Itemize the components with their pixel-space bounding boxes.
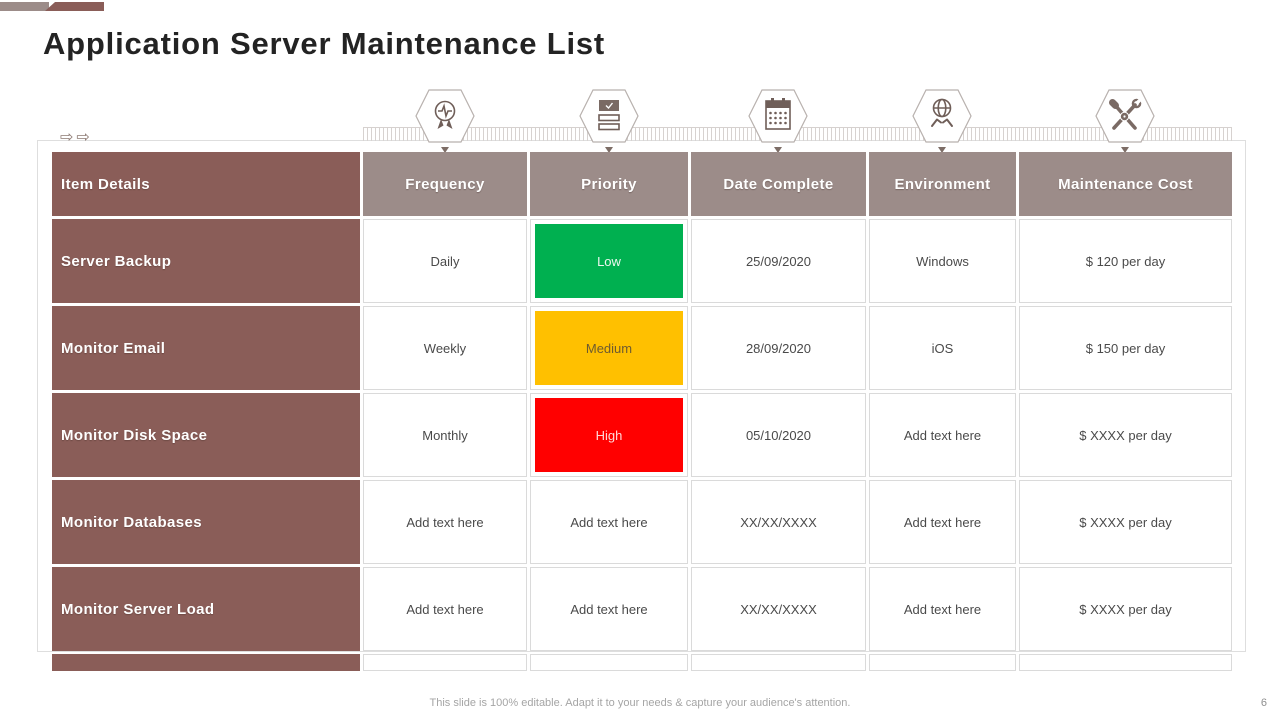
column-header-date-complete: Date Complete [691,152,866,216]
column-header-maintenance-cost: Maintenance Cost [1019,152,1232,216]
maintenance-table: Item Details Frequency Priority Date Com… [52,152,1232,671]
cell-priority: Add text here [530,567,688,651]
cell-priority: Medium [530,306,688,390]
column-header-priority: Priority [530,152,688,216]
double-right-arrows-icon: ⇨⇨ [60,127,93,146]
down-arrow-icon [938,147,946,153]
priority-badge: High [535,398,683,472]
column-header-environment: Environment [869,152,1016,216]
cell-cost: $ XXXX per day [1019,567,1232,651]
cell-frequency: Daily [363,219,527,303]
cell-frequency: Add text here [363,567,527,651]
cell-partial [691,654,866,671]
cell-partial [530,654,688,671]
cell-item-partial [52,654,360,671]
cell-cost: $ 150 per day [1019,306,1232,390]
crossed-tools-icon [1095,89,1155,143]
cell-environment: Add text here [869,480,1016,564]
cell-item: Monitor Disk Space [52,393,360,477]
top-bar-maroon-segment [45,2,104,11]
cell-item: Monitor Email [52,306,360,390]
down-arrow-icon [774,147,782,153]
globe-hands-icon [912,89,972,143]
priority-badge: Add text here [570,601,648,617]
cell-priority: Add text here [530,480,688,564]
cell-environment: Add text here [869,567,1016,651]
cell-item: Server Backup [52,219,360,303]
award-pulse-icon [415,89,475,143]
down-arrow-icon [441,147,449,153]
cell-partial [1019,654,1232,671]
cell-date: 25/09/2020 [691,219,866,303]
page-title: Application Server Maintenance List [43,26,606,61]
cell-cost: $ XXXX per day [1019,480,1232,564]
footer-note: This slide is 100% editable. Adapt it to… [429,697,851,709]
priority-badge: Add text here [570,514,648,530]
cell-frequency: Monthly [363,393,527,477]
cell-frequency: Weekly [363,306,527,390]
column-header-frequency: Frequency [363,152,527,216]
cell-environment: iOS [869,306,1016,390]
cell-frequency: Add text here [363,480,527,564]
cell-date: XX/XX/XXXX [691,480,866,564]
cell-cost: $ 120 per day [1019,219,1232,303]
cell-environment: Add text here [869,393,1016,477]
cell-date: XX/XX/XXXX [691,567,866,651]
cell-priority: Low [530,219,688,303]
cell-date: 28/09/2020 [691,306,866,390]
cell-date: 05/10/2020 [691,393,866,477]
priority-badge: Low [535,224,683,298]
server-stack-icon [579,89,639,143]
cell-partial [363,654,527,671]
down-arrow-icon [1121,147,1129,153]
cell-environment: Windows [869,219,1016,303]
cell-item: Monitor Server Load [52,567,360,651]
cell-partial [869,654,1016,671]
column-header-item-details: Item Details [52,152,360,216]
top-bar-gray-segment [0,2,49,11]
down-arrow-icon [605,147,613,153]
cell-cost: $ XXXX per day [1019,393,1232,477]
cell-priority: High [530,393,688,477]
page-number: 6 [1260,697,1267,709]
cell-item: Monitor Databases [52,480,360,564]
calendar-icon [748,89,808,143]
priority-badge: Medium [535,311,683,385]
